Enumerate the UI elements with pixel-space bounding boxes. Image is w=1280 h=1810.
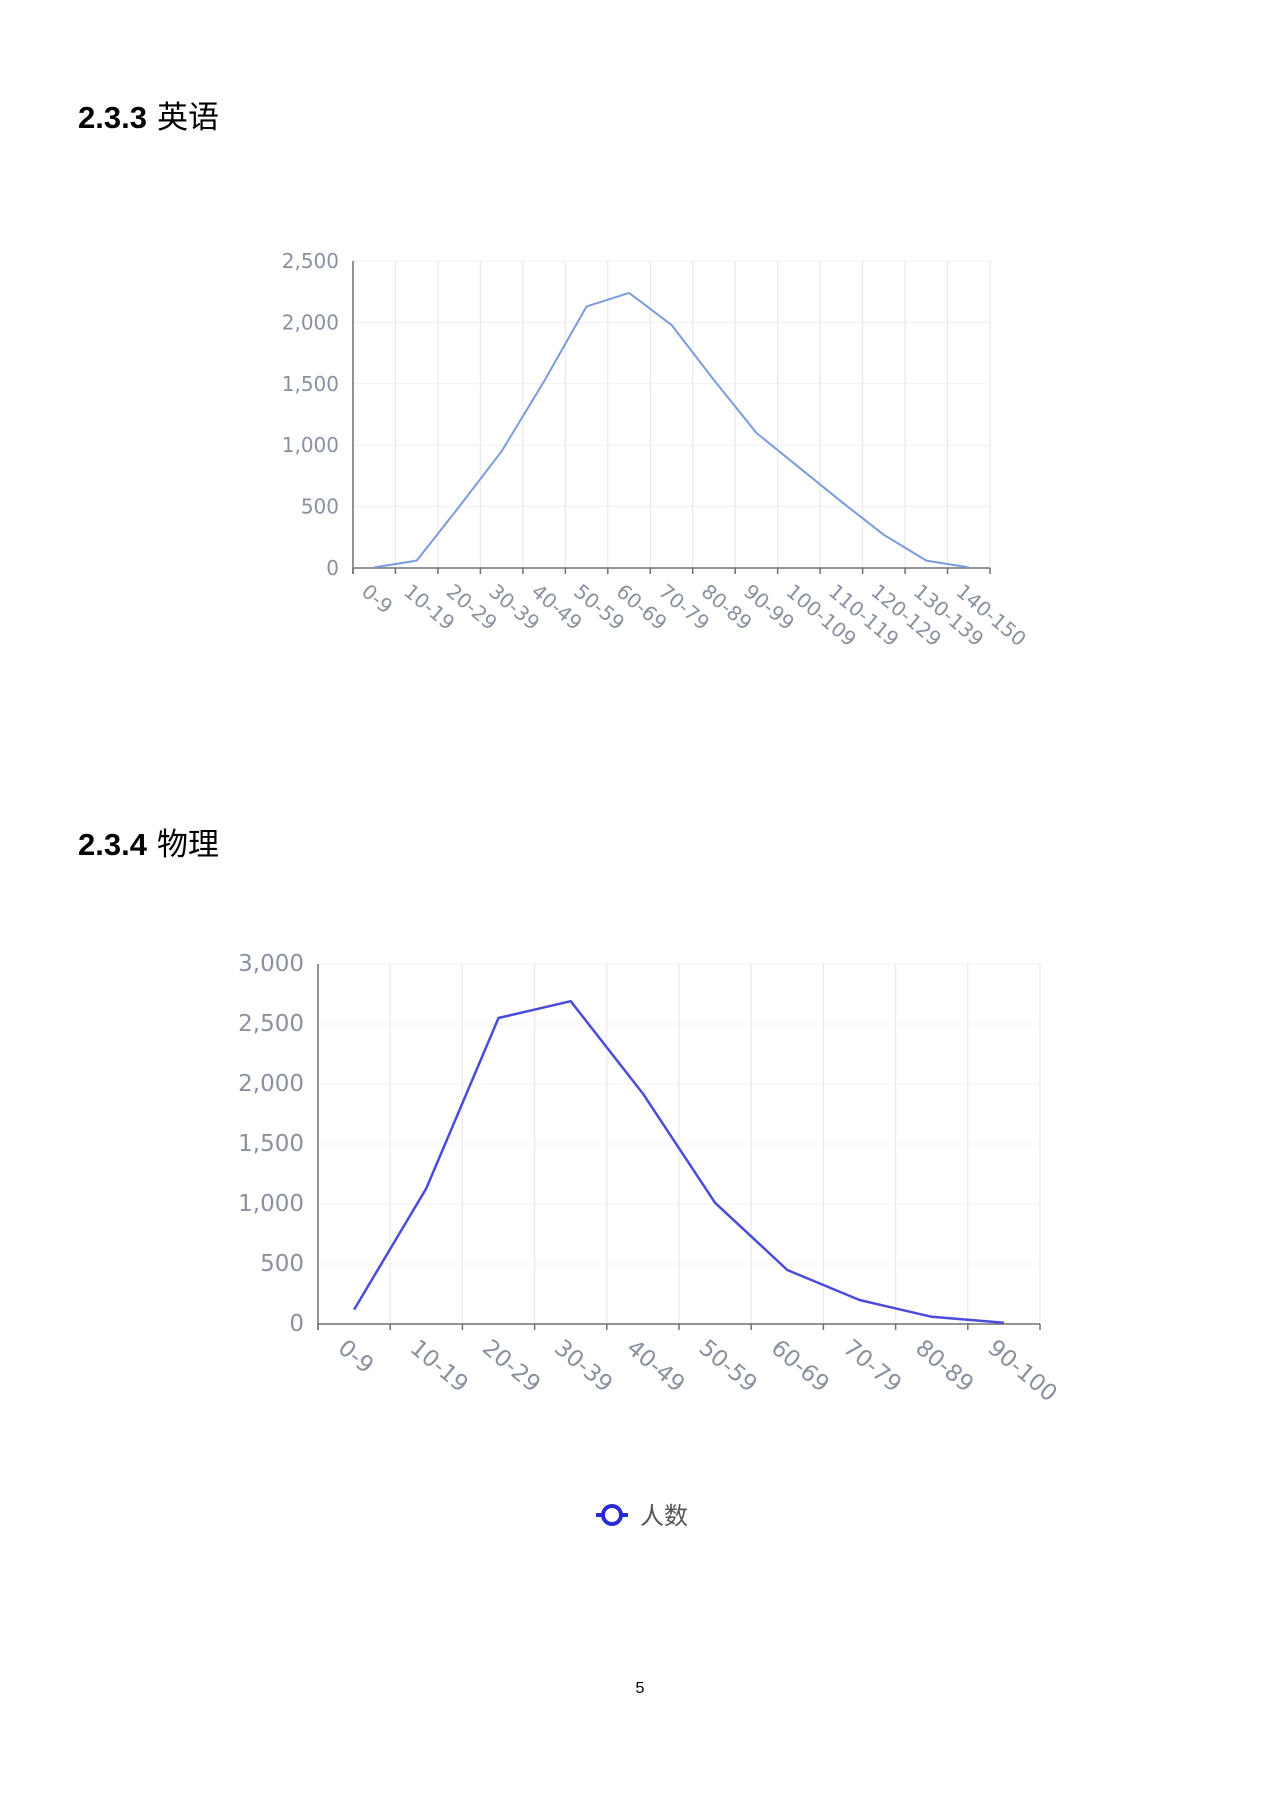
x-tick-label: 10-19 <box>405 1335 473 1398</box>
section-title: 物理 <box>156 827 219 863</box>
x-tick-label: 50-59 <box>694 1335 762 1398</box>
y-tick-label: 1,500 <box>282 372 339 396</box>
series-line <box>353 999 1005 1325</box>
legend-marker-circle <box>601 1504 623 1526</box>
x-tick-label: 90-100 <box>983 1335 1062 1407</box>
page-number: 5 <box>635 1680 645 1697</box>
x-tick-label: 20-29 <box>477 1335 545 1398</box>
x-tick-label: 0-9 <box>333 1335 378 1379</box>
x-tick-label: 30-39 <box>549 1335 617 1398</box>
legend: 人数 <box>596 1502 688 1530</box>
y-tick-label: 1,000 <box>282 433 339 457</box>
x-tick-label: 40-49 <box>622 1335 690 1398</box>
x-tick-label: 0-9 <box>357 579 397 618</box>
x-tick-label: 80-89 <box>910 1335 978 1398</box>
y-tick-label: 2,000 <box>282 310 339 334</box>
legend-label: 人数 <box>640 1502 688 1530</box>
x-tick-label: 70-79 <box>838 1335 906 1398</box>
section-number: 2.3.4 <box>78 827 147 862</box>
y-tick-label: 2,000 <box>238 1071 304 1097</box>
y-tick-label: 0 <box>289 1311 304 1337</box>
y-tick-label: 500 <box>301 495 339 519</box>
y-tick-label: 500 <box>260 1251 304 1277</box>
y-tick-label: 1,000 <box>238 1191 304 1217</box>
physics-score-chart: 0 500 1,000 1,500 2,000 2,500 3,000 0-9 10-19 20-… <box>238 951 1062 1530</box>
y-tick-label: 3,000 <box>238 951 304 977</box>
section-number: 2.3.3 <box>78 100 147 135</box>
y-tick-label: 1,500 <box>238 1131 304 1157</box>
section-heading-physics: 2.3.4 物理 <box>78 819 219 864</box>
y-tick-label: 2,500 <box>282 249 339 273</box>
y-tick-label: 2,500 <box>238 1011 304 1037</box>
x-tick-label: 60-69 <box>766 1335 834 1398</box>
section-title: 英语 <box>156 100 219 136</box>
series-line <box>374 291 969 569</box>
y-tick-label: 0 <box>326 556 339 580</box>
section-heading-english: 2.3.3 英语 <box>78 92 219 137</box>
